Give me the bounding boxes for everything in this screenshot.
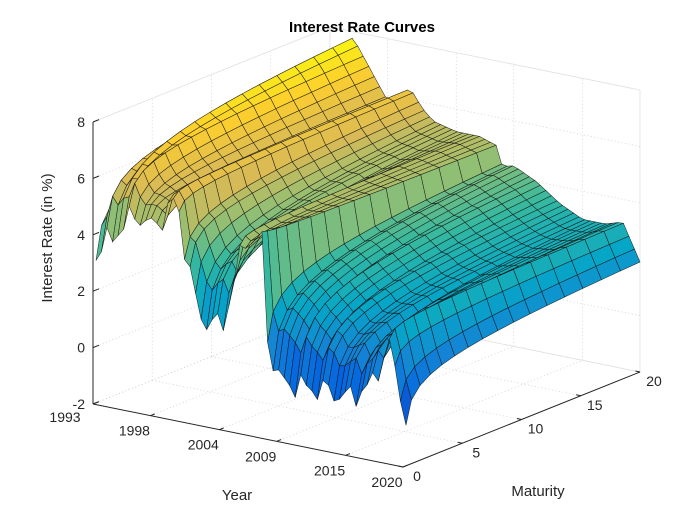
z-tick-mark: [92, 175, 100, 179]
y-tick-mark: [516, 418, 522, 420]
chart-title: Interest Rate Curves: [289, 19, 435, 36]
x-tick-label: 2020: [371, 474, 402, 490]
z-tick-label: 0: [77, 340, 85, 356]
grid-line: [92, 83, 331, 179]
x-tick-label: 2004: [188, 437, 219, 453]
grid-line: [92, 252, 331, 348]
z-tick-label: 4: [77, 227, 85, 243]
grid-line: [276, 345, 514, 442]
x-tick-mark: [92, 401, 98, 405]
x-axis-label: Year: [222, 487, 252, 504]
y-tick-label: 15: [587, 397, 603, 413]
z-tick-label: 8: [77, 114, 85, 130]
x-tick-label: 2015: [314, 462, 345, 478]
surface-layer: [95, 37, 641, 426]
grid-line: [92, 139, 331, 236]
y-tick-mark: [457, 441, 463, 444]
z-tick-label: 2: [77, 283, 85, 299]
surface-patch: [95, 216, 108, 261]
y-tick-label: 20: [646, 373, 662, 389]
y-tick-label: 0: [413, 468, 421, 484]
grid-line: [152, 379, 463, 444]
y-tick-label: 10: [528, 421, 544, 437]
x-tick-label: 1998: [119, 423, 150, 439]
box-edge: [92, 26, 331, 123]
z-tick-mark: [92, 344, 100, 349]
surface-patch: [400, 378, 412, 426]
x-tick-mark: [150, 413, 155, 417]
grid-line: [92, 195, 331, 292]
grid-line: [211, 356, 522, 420]
axes-layer: -2 0 2 4 6 8 1993 1998 2004 2009 2015 2020 0 5 10 15 20: [49, 114, 662, 490]
x-tick-mark: [345, 453, 351, 456]
y-tick-label: 5: [472, 444, 480, 460]
z-tick-mark: [92, 119, 100, 123]
x-axis-line: [92, 403, 404, 468]
y-tick-mark: [576, 394, 581, 397]
box-edge: [329, 26, 641, 91]
x-tick-mark: [219, 427, 224, 431]
z-tick-mark: [92, 288, 100, 292]
x-tick-label: 2009: [245, 448, 276, 464]
grid-line: [92, 308, 331, 405]
x-tick-label: 1993: [49, 409, 80, 425]
y-tick-mark: [398, 465, 404, 468]
grid-line: [150, 320, 388, 417]
z-axis-label: Interest Rate (in %): [39, 173, 56, 302]
z-tick-mark: [92, 231, 100, 236]
y-axis-label: Maturity: [511, 483, 565, 500]
grid-line: [345, 359, 583, 456]
x-tick-mark: [402, 464, 408, 468]
z-tick-label: -2: [73, 396, 86, 412]
y-tick-mark: [635, 370, 641, 373]
z-tick-label: 6: [77, 170, 85, 186]
grid-line: [219, 334, 457, 431]
x-tick-mark: [276, 439, 282, 442]
